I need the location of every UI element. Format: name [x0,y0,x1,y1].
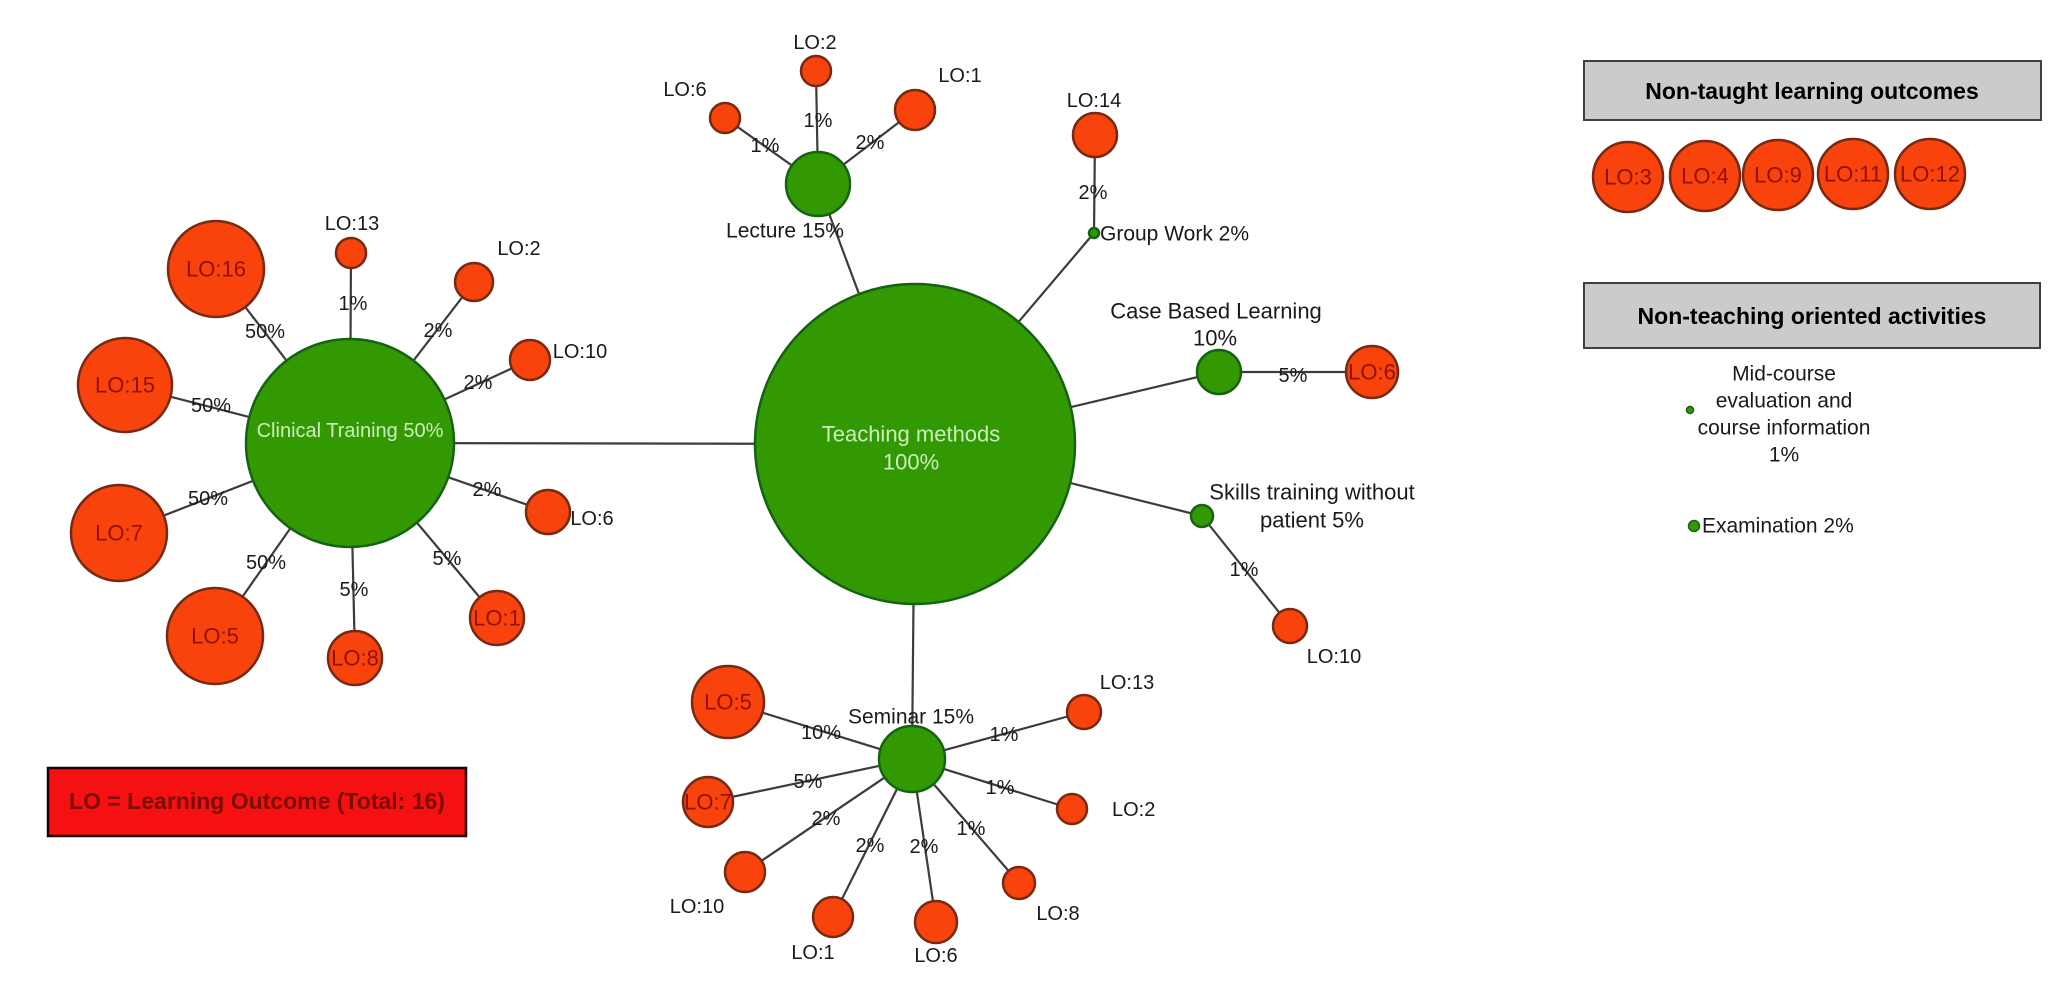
svg-text:LO:8: LO:8 [1036,903,1079,925]
svg-text:course information: course information [1698,417,1871,440]
svg-text:2%: 2% [812,808,841,830]
svg-text:Group Work 2%: Group Work 2% [1100,223,1249,246]
svg-text:Teaching methods: Teaching methods [822,422,1001,447]
svg-text:Non-taught learning outcomes: Non-taught learning outcomes [1645,78,1979,104]
svg-text:Skills training without: Skills training without [1209,480,1414,505]
svg-text:5%: 5% [433,548,462,570]
svg-text:5%: 5% [794,771,823,793]
svg-text:Non-teaching oriented activiti: Non-teaching oriented activities [1638,303,1987,329]
svg-text:LO:6: LO:6 [914,945,957,967]
svg-text:1%: 1% [957,818,986,840]
svg-text:LO:1: LO:1 [938,65,981,87]
svg-text:2%: 2% [473,479,502,501]
svg-text:Clinical Training 50%: Clinical Training 50% [257,420,444,442]
svg-text:Examination 2%: Examination 2% [1702,515,1854,538]
svg-text:LO:15: LO:15 [95,373,155,398]
svg-text:LO:3: LO:3 [1604,165,1652,190]
svg-text:2%: 2% [464,372,493,394]
svg-text:1%: 1% [1230,559,1259,581]
svg-text:LO:7: LO:7 [684,790,732,815]
svg-text:10%: 10% [1193,326,1237,351]
svg-text:Lecture 15%: Lecture 15% [726,220,844,243]
svg-text:1%: 1% [339,293,368,315]
svg-text:LO:7: LO:7 [95,521,143,546]
svg-text:2%: 2% [856,835,885,857]
svg-text:evaluation and: evaluation and [1716,390,1853,413]
svg-text:1%: 1% [751,135,780,157]
svg-text:LO:6: LO:6 [663,79,706,101]
svg-text:50%: 50% [245,321,285,343]
svg-text:1%: 1% [990,724,1019,746]
svg-text:5%: 5% [340,579,369,601]
svg-text:LO:14: LO:14 [1067,90,1121,112]
svg-text:LO:2: LO:2 [793,32,836,54]
svg-text:LO:9: LO:9 [1754,163,1802,188]
svg-text:LO:13: LO:13 [325,213,379,235]
svg-text:50%: 50% [191,395,231,417]
svg-text:LO:4: LO:4 [1681,164,1729,189]
svg-text:Mid-course: Mid-course [1732,363,1836,386]
svg-text:2%: 2% [424,320,453,342]
svg-text:1%: 1% [1769,444,1799,467]
svg-text:2%: 2% [1079,182,1108,204]
svg-text:LO:2: LO:2 [1112,799,1155,821]
svg-text:LO:12: LO:12 [1900,162,1960,187]
svg-text:50%: 50% [188,488,228,510]
svg-text:10%: 10% [801,722,841,744]
svg-text:Seminar 15%: Seminar 15% [848,706,974,729]
svg-text:5%: 5% [1279,365,1308,387]
svg-text:1%: 1% [804,110,833,132]
svg-text:LO:6: LO:6 [570,508,613,530]
svg-text:LO:5: LO:5 [704,690,752,715]
svg-text:100%: 100% [883,450,939,475]
svg-text:LO:6: LO:6 [1348,360,1396,385]
svg-text:LO:1: LO:1 [791,942,834,964]
svg-text:Case Based Learning: Case Based Learning [1110,299,1322,324]
svg-text:LO:10: LO:10 [670,896,724,918]
svg-text:2%: 2% [856,132,885,154]
svg-text:1%: 1% [986,777,1015,799]
svg-text:LO:2: LO:2 [497,238,540,260]
svg-text:LO:1: LO:1 [473,606,521,631]
svg-text:2%: 2% [910,836,939,858]
svg-text:LO:10: LO:10 [553,341,607,363]
svg-text:LO = Learning Outcome (Total:: LO = Learning Outcome (Total: 16) [69,788,445,814]
svg-text:LO:13: LO:13 [1100,672,1154,694]
svg-text:50%: 50% [246,552,286,574]
svg-text:LO:16: LO:16 [186,257,246,282]
svg-text:LO:11: LO:11 [1824,162,1882,187]
svg-text:patient 5%: patient 5% [1260,508,1364,533]
svg-text:LO:5: LO:5 [191,624,239,649]
svg-text:LO:10: LO:10 [1307,646,1361,668]
svg-text:LO:8: LO:8 [331,646,379,671]
